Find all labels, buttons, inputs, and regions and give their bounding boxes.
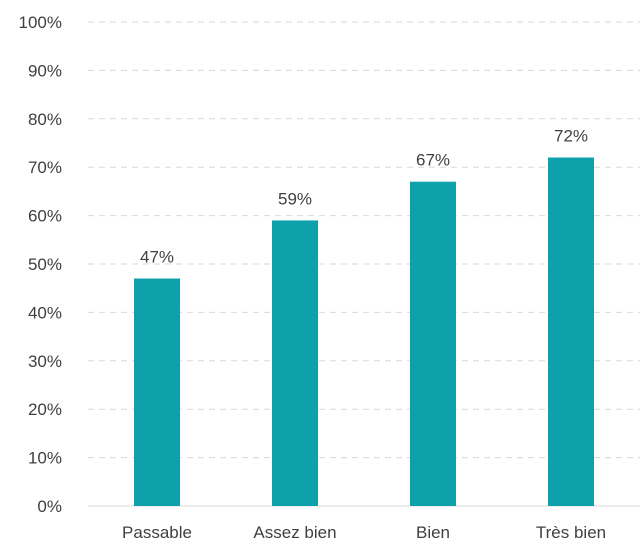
bars [134,157,594,506]
y-axis-tick-labels: 0% 10% 20% 30% 40% 50% 60% 70% 80% 90% 100% [19,13,62,516]
x-category-label: Passable [122,523,192,542]
y-tick-label: 60% [28,207,62,226]
x-category-label: Très bien [536,523,606,542]
y-tick-label: 20% [28,400,62,419]
bar-data-label: 67% [416,151,450,170]
x-category-label: Bien [416,523,450,542]
y-tick-label: 40% [28,303,62,322]
y-tick-label: 70% [28,158,62,177]
data-labels: 47% 59% 67% 72% [140,127,588,267]
y-tick-label: 90% [28,61,62,80]
bar [272,220,318,506]
bar-data-label: 72% [554,127,588,146]
bar-data-label: 59% [278,189,312,208]
y-tick-label: 100% [19,13,62,32]
y-tick-label: 30% [28,352,62,371]
y-tick-label: 10% [28,449,62,468]
bar-data-label: 47% [140,248,174,267]
x-category-label: Assez bien [253,523,336,542]
x-axis-category-labels: Passable Assez bien Bien Très bien [122,523,606,542]
y-tick-label: 0% [37,497,62,516]
bar [410,181,456,506]
bar [548,157,594,506]
bar [134,278,180,506]
y-tick-label: 80% [28,110,62,129]
y-tick-label: 50% [28,255,62,274]
